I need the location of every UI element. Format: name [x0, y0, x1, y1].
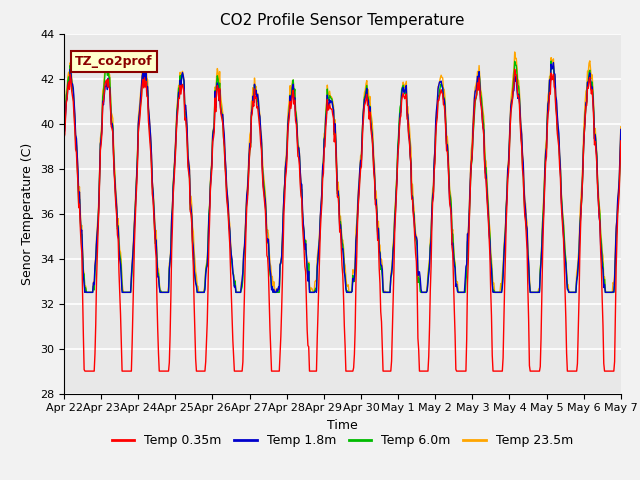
Temp 23.5m: [428, 230, 435, 236]
Temp 0.35m: [214, 86, 222, 92]
Temp 0.35m: [81, 368, 89, 374]
Line: Temp 23.5m: Temp 23.5m: [64, 52, 621, 292]
Temp 23.5m: [185, 158, 193, 164]
Temp 23.5m: [60, 123, 68, 129]
Temp 6.0m: [70, 106, 78, 112]
Temp 1.8m: [411, 228, 419, 233]
Temp 6.0m: [81, 289, 89, 295]
Temp 23.5m: [511, 49, 518, 55]
Temp 1.8m: [81, 289, 89, 295]
Y-axis label: Senor Temperature (C): Senor Temperature (C): [22, 143, 35, 285]
Temp 1.8m: [617, 127, 625, 132]
Temp 0.35m: [60, 135, 68, 141]
Temp 23.5m: [214, 70, 222, 76]
Temp 1.8m: [428, 238, 435, 243]
Temp 1.8m: [185, 160, 193, 166]
Temp 1.8m: [214, 84, 222, 89]
Temp 1.8m: [128, 262, 136, 267]
Temp 0.35m: [428, 264, 435, 270]
Temp 6.0m: [617, 133, 625, 139]
Temp 6.0m: [411, 228, 419, 234]
Title: CO2 Profile Sensor Temperature: CO2 Profile Sensor Temperature: [220, 13, 465, 28]
Temp 0.35m: [185, 170, 193, 176]
Temp 0.35m: [70, 114, 78, 120]
Temp 23.5m: [81, 289, 89, 295]
Temp 23.5m: [617, 124, 625, 130]
Temp 1.8m: [550, 60, 557, 66]
Temp 6.0m: [128, 265, 136, 271]
Temp 0.35m: [511, 66, 518, 72]
Line: Temp 0.35m: Temp 0.35m: [64, 69, 621, 371]
Text: TZ_co2prof: TZ_co2prof: [75, 55, 153, 68]
Temp 6.0m: [185, 165, 193, 170]
Temp 1.8m: [70, 98, 78, 104]
Temp 23.5m: [70, 103, 78, 109]
Temp 23.5m: [411, 219, 419, 225]
Temp 6.0m: [428, 237, 435, 243]
Temp 6.0m: [547, 58, 555, 64]
Temp 1.8m: [60, 131, 68, 136]
Temp 0.35m: [128, 340, 136, 346]
Line: Temp 1.8m: Temp 1.8m: [64, 63, 621, 292]
Temp 6.0m: [60, 128, 68, 134]
Temp 6.0m: [214, 77, 222, 83]
X-axis label: Time: Time: [327, 419, 358, 432]
Legend: Temp 0.35m, Temp 1.8m, Temp 6.0m, Temp 23.5m: Temp 0.35m, Temp 1.8m, Temp 6.0m, Temp 2…: [107, 429, 578, 452]
Temp 0.35m: [411, 236, 419, 242]
Line: Temp 6.0m: Temp 6.0m: [64, 61, 621, 292]
Temp 0.35m: [617, 138, 625, 144]
Temp 23.5m: [128, 259, 136, 265]
